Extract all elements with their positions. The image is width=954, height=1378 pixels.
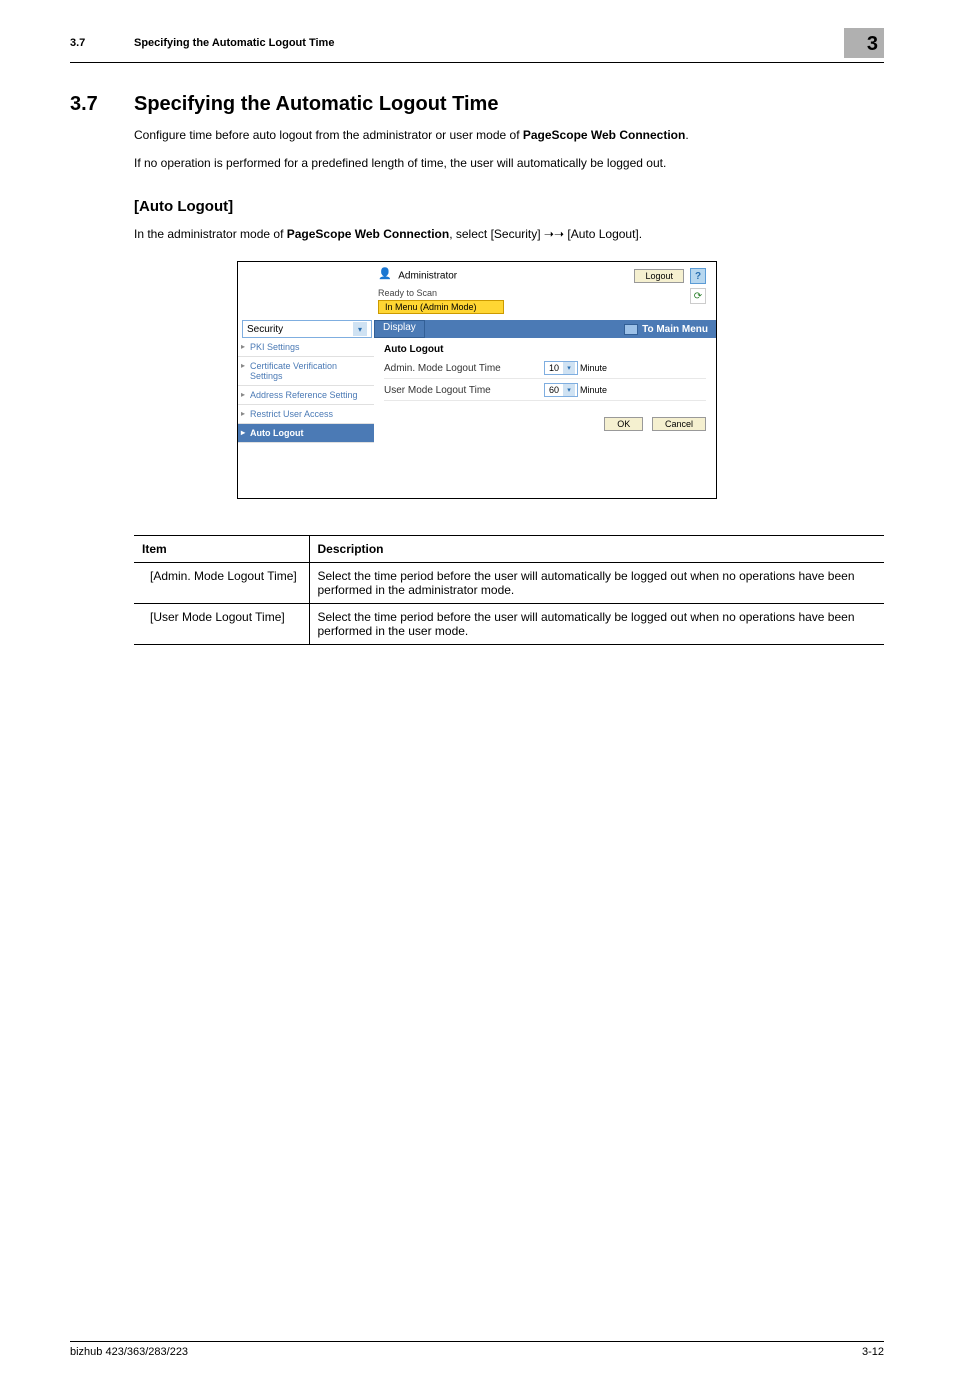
to-main-menu-label: To Main Menu: [642, 324, 708, 335]
chevron-down-icon: ▾: [563, 362, 575, 374]
refresh-icon[interactable]: ⟳: [690, 288, 706, 304]
ss-panel-title: Auto Logout: [384, 344, 706, 355]
embedded-screenshot: Administrator Logout ? Ready to Scan In …: [237, 261, 717, 499]
sidebar-item-cert-verify[interactable]: Certificate Verification Settings: [238, 357, 374, 386]
chapter-number-box: 3: [844, 28, 884, 58]
logout-button[interactable]: Logout: [634, 269, 684, 283]
header-section-number: 3.7: [70, 37, 134, 49]
admin-logout-value: 10: [549, 363, 559, 373]
table-row: [User Mode Logout Time] Select the time …: [134, 604, 884, 645]
help-icon[interactable]: ?: [690, 268, 706, 284]
section-heading: 3.7 Specifying the Automatic Logout Time: [70, 93, 884, 116]
sidebar-item-address-ref[interactable]: Address Reference Setting: [238, 386, 374, 405]
ss-sidebar: PKI Settings Certificate Verification Se…: [238, 338, 374, 498]
ss-ready-label: Ready to Scan: [378, 288, 690, 298]
ss-topbar: Administrator Logout ?: [238, 262, 716, 286]
table-row: [Admin. Mode Logout Time] Select the tim…: [134, 563, 884, 604]
ss-administrator-label: Administrator: [378, 269, 634, 283]
table-cell-item: [Admin. Mode Logout Time]: [134, 563, 309, 604]
form-row-admin-logout: Admin. Mode Logout Time 10 ▾ Minute: [384, 361, 706, 379]
sidebar-item-restrict-user[interactable]: Restrict User Access: [238, 405, 374, 424]
description-table: Item Description [Admin. Mode Logout Tim…: [134, 535, 884, 645]
table-header-item: Item: [134, 536, 309, 563]
section-heading-number: 3.7: [70, 93, 134, 116]
table-header-description: Description: [309, 536, 884, 563]
security-dropdown[interactable]: Security ▾: [242, 320, 372, 338]
table-cell-desc: Select the time period before the user w…: [309, 604, 884, 645]
chevron-down-icon: ▾: [353, 322, 367, 336]
administrator-icon: [378, 269, 392, 283]
sidebar-item-auto-logout[interactable]: Auto Logout: [238, 424, 374, 443]
nav-spacer: [425, 320, 616, 338]
user-logout-label: User Mode Logout Time: [384, 385, 544, 396]
table-cell-item: [User Mode Logout Time]: [134, 604, 309, 645]
security-dropdown-value: Security: [247, 324, 283, 335]
running-header: 3.7 Specifying the Automatic Logout Time…: [70, 28, 884, 63]
footer-right: 3-12: [862, 1346, 884, 1358]
cancel-button[interactable]: Cancel: [652, 417, 706, 431]
admin-logout-label: Admin. Mode Logout Time: [384, 363, 544, 374]
sub-text: In the administrator mode of PageScope W…: [134, 225, 884, 243]
section-heading-title: Specifying the Automatic Logout Time: [134, 93, 498, 116]
intro-paragraph-2: If no operation is performed for a prede…: [134, 154, 884, 172]
chevron-down-icon: ▾: [563, 384, 575, 396]
ss-status-row: Ready to Scan In Menu (Admin Mode) ⟳: [238, 286, 716, 320]
intro-paragraph-1: Configure time before auto logout from t…: [134, 126, 884, 144]
admin-logout-select[interactable]: 10 ▾: [544, 361, 578, 375]
table-cell-desc: Select the time period before the user w…: [309, 563, 884, 604]
main-menu-icon: [624, 324, 638, 335]
user-logout-value: 60: [549, 385, 559, 395]
form-row-user-logout: User Mode Logout Time 60 ▾ Minute: [384, 383, 706, 401]
footer-left: bizhub 423/363/283/223: [70, 1346, 188, 1358]
ss-nav-row: Security ▾ Display To Main Menu: [238, 320, 716, 338]
ok-button[interactable]: OK: [604, 417, 643, 431]
display-button[interactable]: Display: [374, 320, 425, 338]
header-section-title: Specifying the Automatic Logout Time: [134, 37, 844, 49]
admin-logout-unit: Minute: [580, 363, 607, 373]
sub-heading-auto-logout: [Auto Logout]: [134, 198, 884, 215]
ss-main-panel: Auto Logout Admin. Mode Logout Time 10 ▾…: [374, 338, 716, 498]
ss-menu-chip: In Menu (Admin Mode): [378, 300, 504, 314]
user-logout-unit: Minute: [580, 385, 607, 395]
sidebar-item-pki[interactable]: PKI Settings: [238, 338, 374, 357]
to-main-menu-link[interactable]: To Main Menu: [616, 320, 716, 338]
pagescope-bold: PageScope Web Connection: [523, 128, 685, 142]
pagescope-bold-2: PageScope Web Connection: [287, 227, 449, 241]
ss-button-row: OK Cancel: [384, 417, 706, 431]
user-logout-select[interactable]: 60 ▾: [544, 383, 578, 397]
